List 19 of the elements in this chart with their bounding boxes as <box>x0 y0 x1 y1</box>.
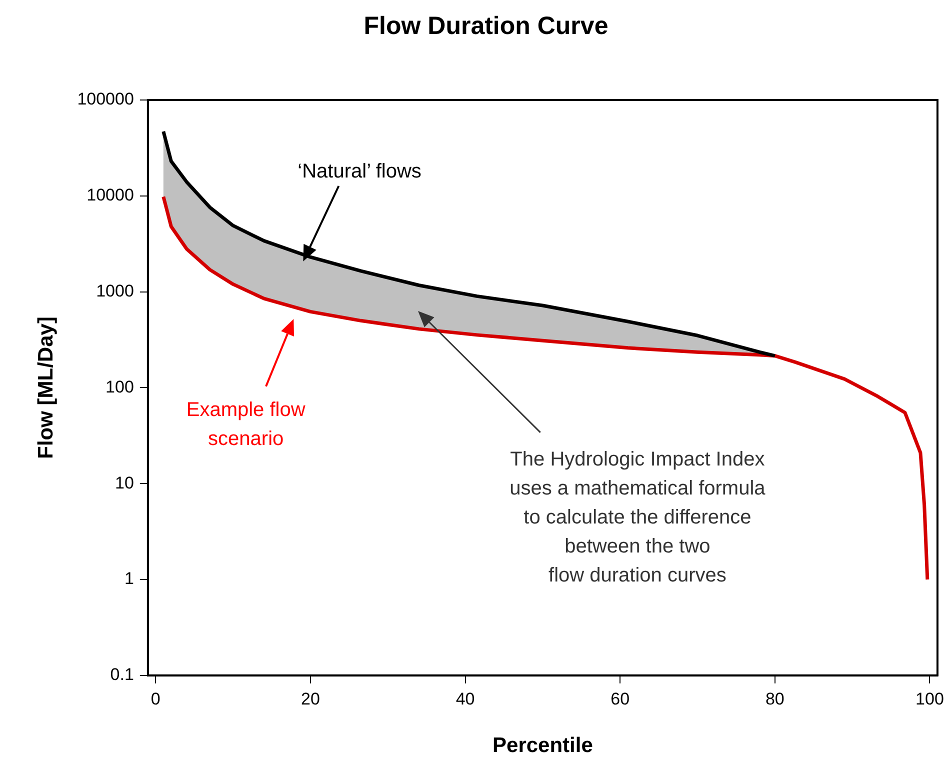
x-axis-title: Percentile <box>492 734 593 758</box>
annotation: The Hydrologic Impact Index uses a mathematical formula to calculate the difference between the two flow duration curves <box>510 448 766 587</box>
annotation: Example flow scenario <box>186 399 306 450</box>
y-tick-label: 1000 <box>96 281 134 300</box>
annotation: ‘Natural’ flows <box>298 160 422 182</box>
y-tick-label: 10000 <box>86 186 134 205</box>
chart-title: Flow Duration Curve <box>364 12 608 40</box>
y-tick-label: 1 <box>124 569 134 588</box>
x-tick-label: 60 <box>610 689 630 708</box>
y-tick-label: 100000 <box>77 90 134 109</box>
x-tick-label: 80 <box>765 689 784 708</box>
x-tick-label: 100 <box>916 689 944 708</box>
y-tick-label: 100 <box>106 377 134 396</box>
y-axis-title: Flow [ML/Day] <box>34 316 58 459</box>
y-tick-label: 10 <box>115 473 134 492</box>
x-tick-label: 20 <box>301 689 320 708</box>
x-tick-label: 0 <box>150 689 160 708</box>
x-tick-label: 40 <box>456 689 475 708</box>
y-tick-label: 0.1 <box>110 665 134 684</box>
